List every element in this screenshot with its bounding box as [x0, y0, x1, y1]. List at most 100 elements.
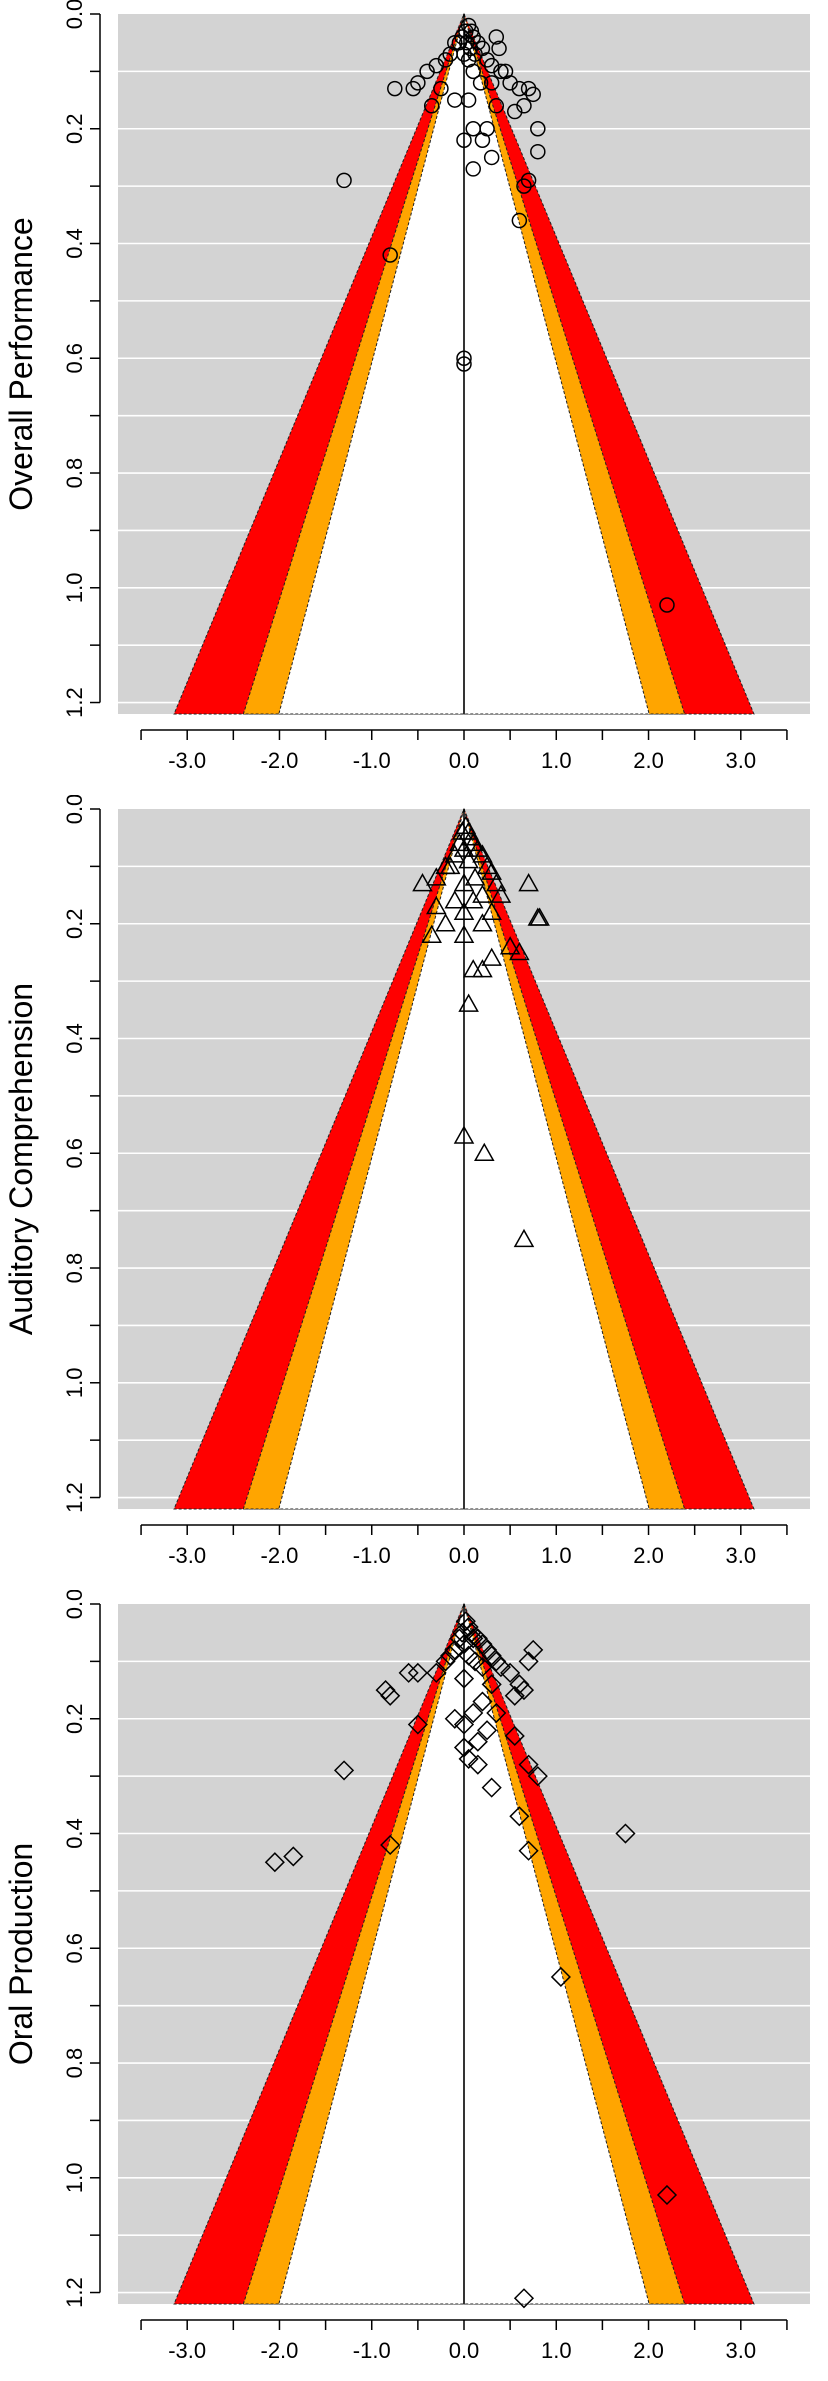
data-point — [513, 1228, 535, 1248]
y-tick-label: 1.2 — [62, 687, 87, 718]
x-tick-label: 1.0 — [541, 1543, 572, 1568]
funnel-plot-oral-production: 0.0 0.2 0.4 0.6 0.8 1.0 1.2 -3.0 -2.0 -1.0 0.0 1.0… — [0, 1590, 828, 2380]
data-point — [444, 844, 466, 863]
y-tick-label: 1.0 — [62, 2162, 87, 2193]
y-tick-label: 0.2 — [62, 1703, 87, 1734]
data-point — [465, 121, 481, 137]
data-point — [444, 890, 466, 909]
data-point — [509, 1674, 530, 1695]
y-tick-label: 0.2 — [62, 908, 87, 939]
data-point — [481, 901, 502, 921]
y-tick-label: 0.4 — [62, 1023, 87, 1054]
data-point — [444, 1639, 465, 1660]
data-point — [283, 1846, 304, 1867]
x-axis: -3.0 -2.0 -1.0 0.0 1.0 2.0 3.0 — [140, 1524, 788, 1568]
data-point — [458, 993, 479, 1012]
data-point — [509, 941, 530, 961]
data-point — [486, 1651, 507, 1672]
data-point — [463, 1628, 484, 1649]
y-tick-label: 0.2 — [62, 113, 87, 144]
data-point — [464, 867, 486, 886]
data-point — [467, 1628, 488, 1649]
data-point — [453, 873, 475, 892]
x-tick-label: 0.0 — [449, 2338, 480, 2363]
data-point — [458, 850, 479, 869]
data-point — [412, 873, 433, 892]
data-point — [491, 40, 507, 57]
data-point — [426, 1662, 447, 1683]
x-tick-label: 1.0 — [541, 748, 572, 773]
data-point — [264, 1852, 285, 1873]
data-point — [442, 46, 458, 62]
data-point — [458, 1748, 479, 1769]
y-tick-label: 0.8 — [62, 1253, 87, 1284]
data-point — [474, 1142, 495, 1162]
data-point — [490, 1657, 511, 1678]
data-point — [518, 1840, 539, 1861]
data-point — [410, 75, 426, 91]
data-point — [453, 1737, 475, 1758]
data-point — [440, 1645, 461, 1666]
data-point — [504, 1685, 525, 1706]
y-axis: 0.0 0.2 0.4 0.6 0.8 1.0 1.2 — [62, 1590, 101, 2308]
data-point — [453, 1668, 475, 1689]
data-point — [474, 132, 491, 148]
data-point — [499, 936, 521, 955]
data-point — [477, 1720, 498, 1741]
data-point — [504, 1725, 525, 1747]
x-tick-label: 3.0 — [726, 1543, 757, 1568]
funnel-plot-overall-performance: 0.0 0.2 0.4 0.6 0.8 1.0 1.2 -3.0 -2.0 -1.0 0.0 1.0… — [0, 0, 828, 790]
x-tick-label: -3.0 — [168, 1543, 206, 1568]
data-point — [481, 1777, 502, 1798]
data-point — [405, 80, 422, 97]
x-tick-label: 1.0 — [541, 2338, 572, 2363]
data-point — [462, 832, 484, 852]
data-point — [490, 884, 512, 903]
data-point — [435, 855, 456, 875]
y-tick-label: 1.2 — [62, 2277, 87, 2308]
data-point — [523, 1639, 544, 1660]
data-point — [419, 63, 435, 80]
data-point — [465, 161, 481, 177]
data-point — [462, 959, 484, 978]
data-point — [435, 1651, 456, 1672]
data-point — [502, 75, 518, 91]
data-point — [477, 1639, 498, 1660]
data-point — [472, 1657, 493, 1678]
data-point — [437, 52, 454, 68]
data-point — [472, 884, 493, 903]
data-point — [470, 34, 486, 51]
data-point — [659, 597, 675, 613]
data-point — [461, 827, 482, 846]
data-point — [615, 1823, 636, 1844]
data-point — [513, 2288, 535, 2309]
x-tick-label: -3.0 — [168, 748, 206, 773]
data-point — [453, 1714, 475, 1735]
data-point — [456, 132, 472, 148]
x-tick-label: 2.0 — [633, 1543, 664, 1568]
data-point — [481, 1674, 502, 1695]
data-point — [428, 57, 445, 74]
data-point — [472, 844, 493, 863]
data-point — [509, 1806, 530, 1827]
data-point — [472, 913, 493, 932]
data-point — [467, 1754, 488, 1775]
data-point — [520, 80, 537, 97]
data-point — [518, 873, 539, 892]
data-point — [472, 1634, 493, 1655]
data-point — [423, 98, 440, 114]
data-point — [488, 29, 505, 45]
data-point — [472, 75, 489, 91]
data-point — [453, 901, 475, 921]
data-point — [500, 1662, 521, 1683]
y-tick-label: 0.6 — [62, 1933, 87, 1964]
data-point — [407, 1714, 428, 1735]
x-tick-label: -1.0 — [353, 2338, 391, 2363]
y-axis: 0.0 0.2 0.4 0.6 0.8 1.0 1.2 — [62, 0, 101, 718]
data-point — [433, 80, 449, 97]
data-point — [486, 1702, 507, 1724]
data-point — [426, 867, 447, 886]
data-point — [550, 1966, 571, 1988]
data-point — [336, 172, 352, 189]
data-point — [387, 80, 403, 97]
